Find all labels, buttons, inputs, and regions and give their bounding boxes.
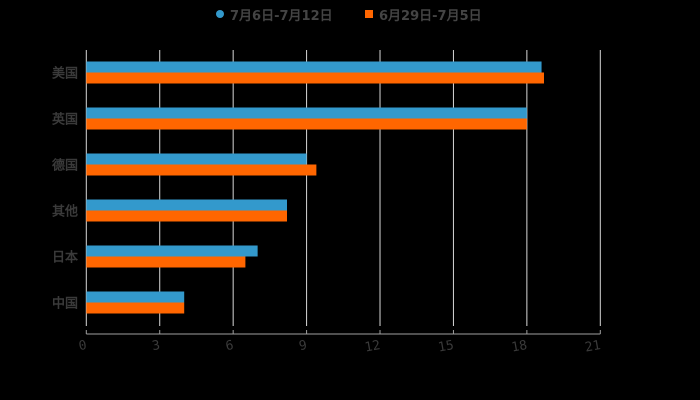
circle-marker-icon bbox=[216, 10, 224, 18]
category-label: 其他 bbox=[52, 204, 78, 220]
bar-1[interactable] bbox=[86, 291, 185, 303]
square-marker-icon bbox=[365, 10, 373, 18]
x-tick-label: 21 bbox=[584, 338, 602, 355]
category-label: 日本 bbox=[52, 250, 78, 266]
bar-2[interactable] bbox=[86, 256, 246, 268]
category-label: 中国 bbox=[52, 296, 78, 312]
x-tick-label: 0 bbox=[78, 338, 88, 354]
category-label: 英国 bbox=[51, 112, 78, 128]
category-label: 德国 bbox=[52, 158, 78, 174]
x-tick-label: 15 bbox=[437, 338, 455, 355]
x-tick-label: 12 bbox=[364, 338, 382, 355]
x-tick-label: 18 bbox=[510, 338, 528, 355]
legend-item-series-1[interactable]: 7月6日-7月12日 bbox=[216, 4, 333, 24]
legend-item-series-2[interactable]: 6月29日-7月5日 bbox=[365, 4, 482, 24]
bar-2[interactable] bbox=[86, 302, 185, 314]
x-tick-label: 9 bbox=[298, 338, 308, 354]
x-tick-label: 6 bbox=[224, 338, 234, 354]
legend-label: 6月29日-7月5日 bbox=[379, 8, 482, 24]
bar-1[interactable] bbox=[86, 153, 307, 165]
category-label: 美国 bbox=[52, 66, 78, 82]
bars bbox=[86, 61, 545, 314]
bar-1[interactable] bbox=[86, 107, 527, 119]
bar-2[interactable] bbox=[86, 210, 288, 222]
bar-1[interactable] bbox=[86, 61, 542, 73]
x-tick-label: 3 bbox=[151, 338, 161, 354]
chart-legend: 7月6日-7月12日 6月29日-7月5日 bbox=[0, 4, 700, 24]
bar-1[interactable] bbox=[86, 199, 288, 211]
gridlines bbox=[85, 50, 601, 326]
bar-1[interactable] bbox=[86, 245, 258, 257]
bar-2[interactable] bbox=[86, 164, 317, 176]
bar-2[interactable] bbox=[86, 72, 545, 84]
legend-label: 7月6日-7月12日 bbox=[230, 8, 333, 24]
x-axis: 0 3 6 9 12 15 18 21 bbox=[78, 330, 602, 356]
bar-2[interactable] bbox=[86, 118, 527, 130]
